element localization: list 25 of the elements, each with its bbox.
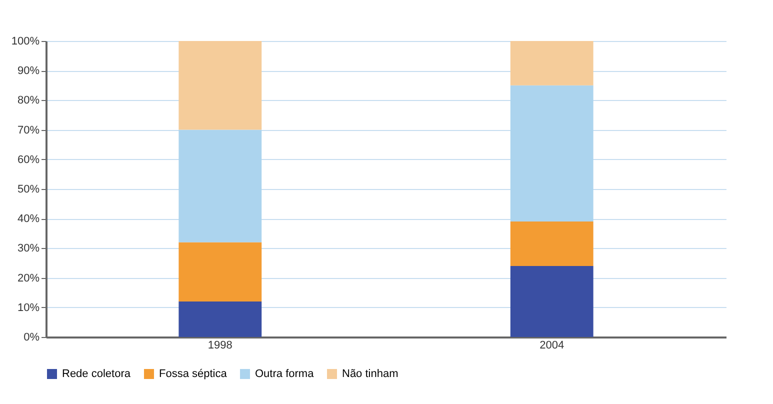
- bar: [178, 301, 262, 337]
- bar: [510, 266, 594, 337]
- y-tick-label: 100%: [11, 36, 40, 48]
- bar: [178, 242, 262, 302]
- x-tick-label: 2004: [540, 340, 564, 352]
- y-tick-label: 90%: [17, 65, 40, 78]
- y-tick-label: 0%: [24, 332, 40, 344]
- legend-label: Rede coletora: [62, 368, 132, 380]
- y-tick-label: 50%: [17, 184, 40, 196]
- y-tick-label: 70%: [17, 124, 40, 136]
- y-tick-label: 80%: [17, 94, 40, 107]
- y-tick-label: 30%: [17, 242, 40, 255]
- bar: [178, 130, 262, 242]
- legend-label: Outra forma: [255, 368, 315, 380]
- bar: [510, 41, 594, 86]
- bar: [510, 222, 594, 266]
- y-tick-label: 20%: [17, 272, 40, 284]
- bar: [178, 41, 262, 130]
- x-tick-label: 1998: [208, 340, 232, 352]
- bar: [510, 85, 594, 222]
- y-tick-label: 60%: [17, 154, 40, 166]
- legend-label: Não tinham: [342, 368, 398, 380]
- y-tick-label: 40%: [17, 213, 40, 226]
- legend-label: Fossa séptica: [159, 368, 228, 380]
- y-tick-label: 10%: [17, 302, 40, 314]
